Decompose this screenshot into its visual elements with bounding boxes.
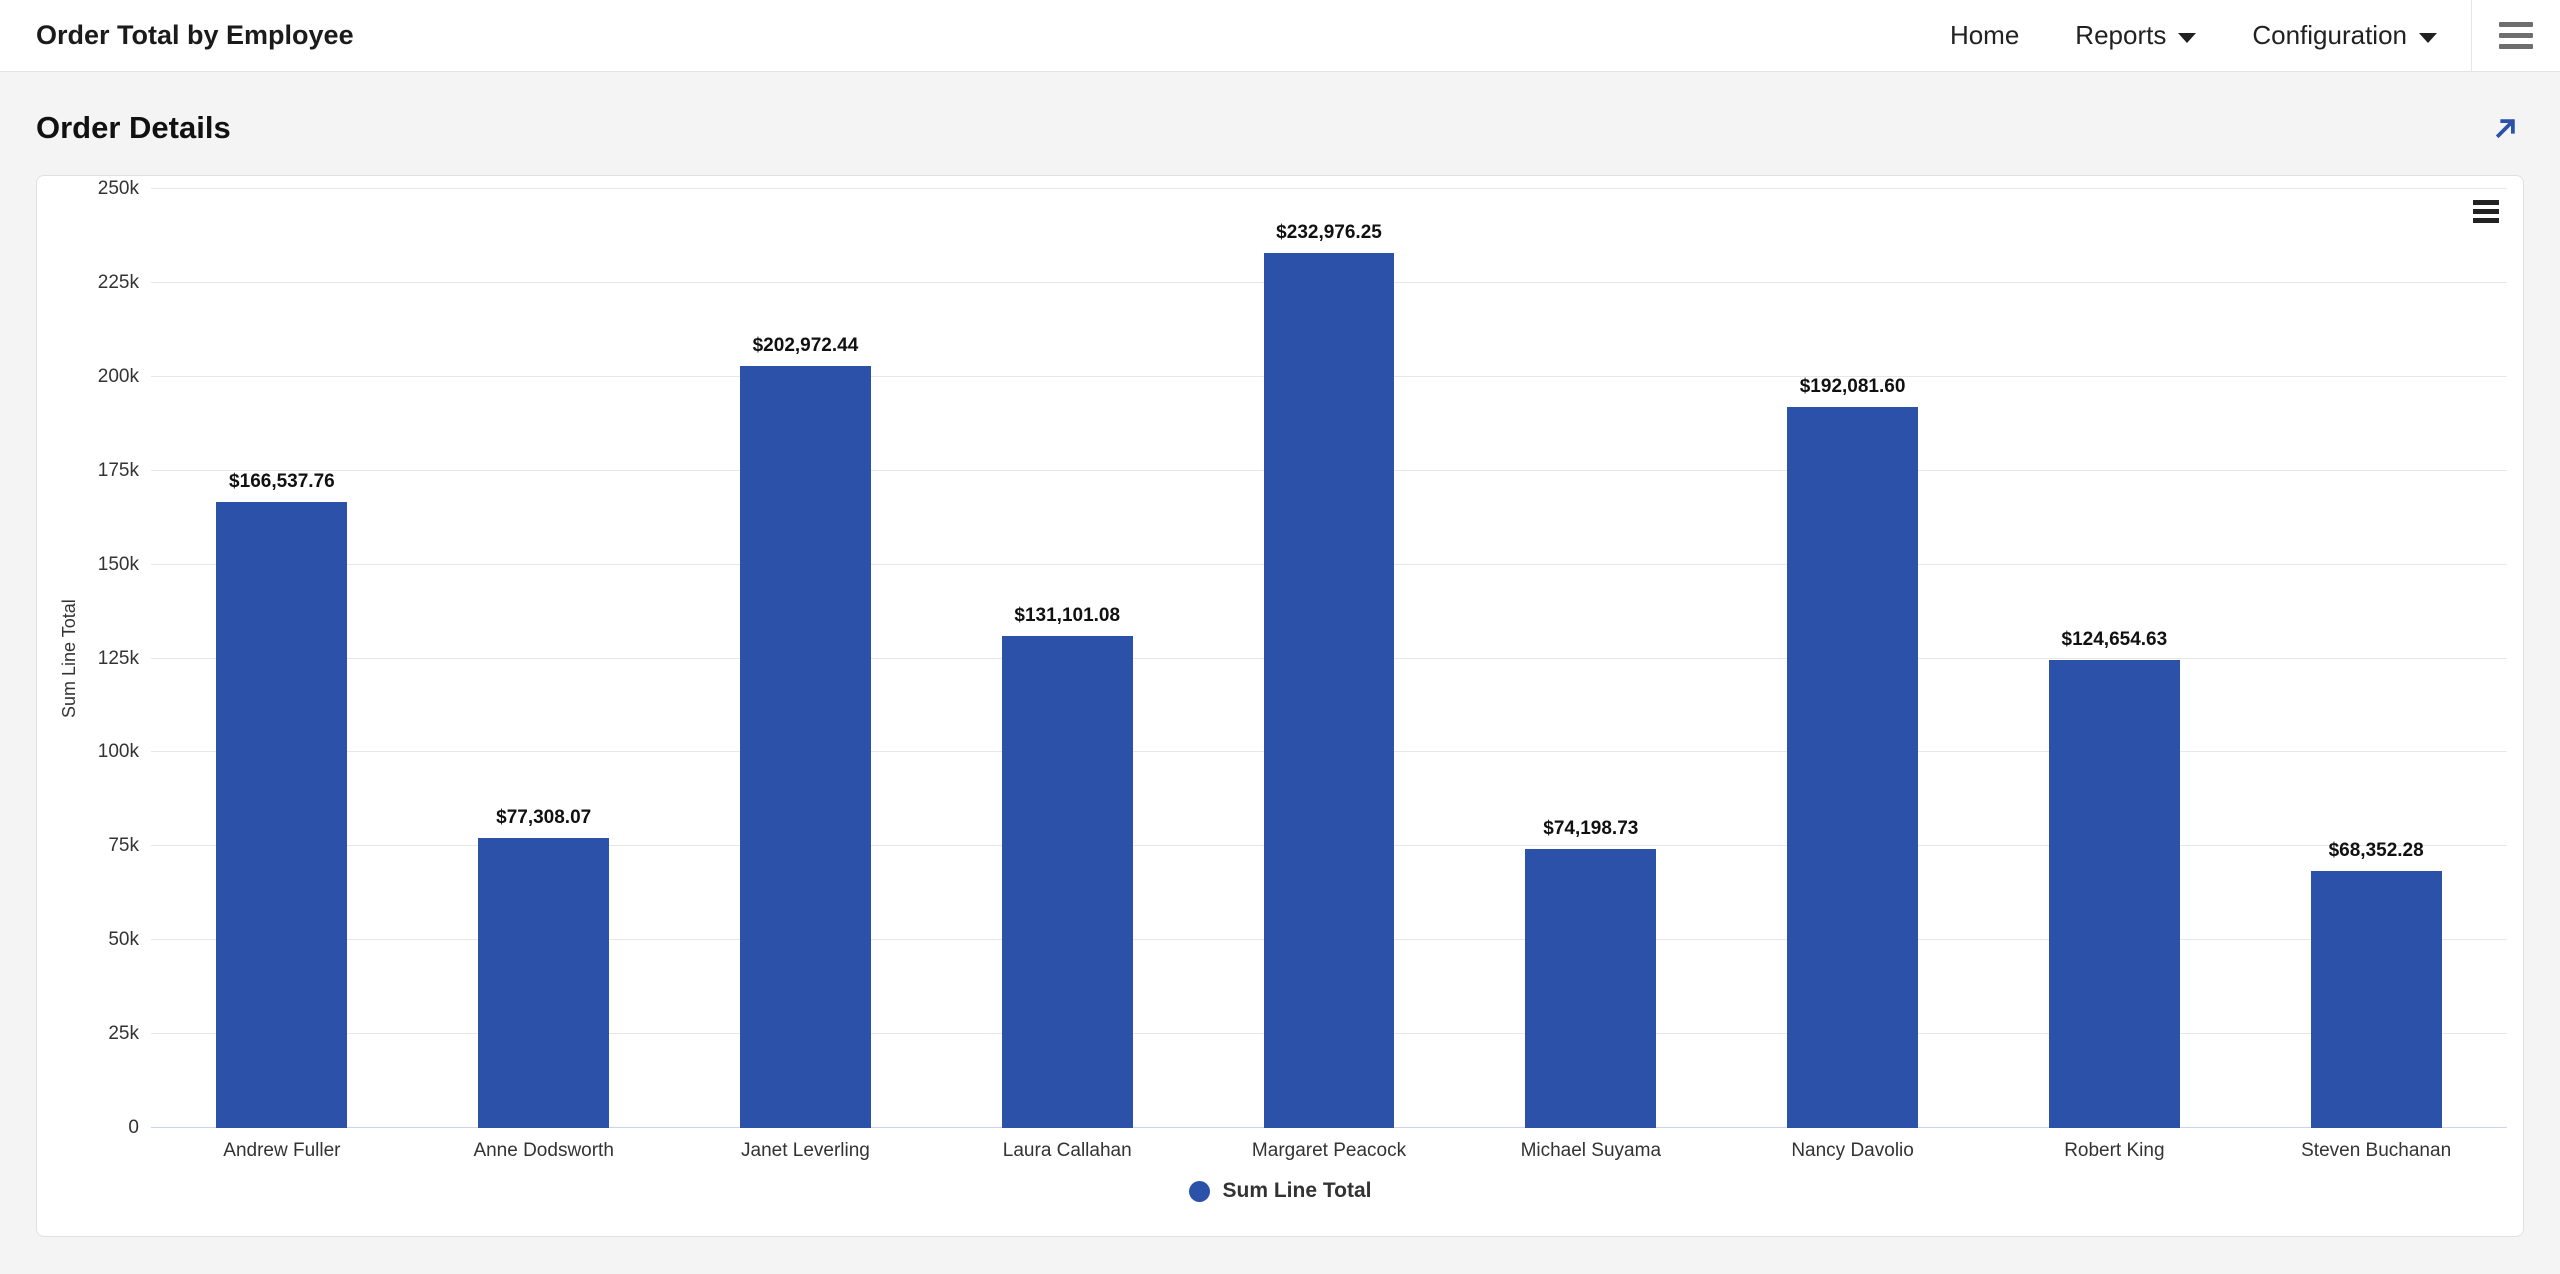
x-axis-labels: Andrew Fuller Anne Dodsworth Janet Leverli… bbox=[151, 1140, 2507, 1162]
nav-item-home[interactable]: Home bbox=[1950, 20, 2019, 51]
bar-slot: $74,198.73 bbox=[1460, 189, 1722, 1128]
x-axis-label: Anne Dodsworth bbox=[473, 1140, 614, 1161]
chart-card: Sum Line Total 0 25k 50k 75k 100k 125k 150k 175… bbox=[36, 175, 2524, 1237]
section-header: Order Details bbox=[36, 104, 2524, 152]
chart-plot-area: 0 25k 50k 75k 100k 125k 150k 175k 200k 225k 250k $… bbox=[98, 178, 2507, 1138]
y-tick-label: 200k bbox=[97, 365, 139, 387]
bar-margaret-peacock[interactable] bbox=[1263, 252, 1395, 1128]
bar-laura-callahan[interactable] bbox=[1001, 635, 1133, 1128]
legend-marker-icon bbox=[1188, 1180, 1210, 1202]
y-tick-label: 75k bbox=[108, 835, 139, 857]
bar-anne-dodsworth[interactable] bbox=[478, 837, 610, 1128]
y-axis-title: Sum Line Total bbox=[59, 599, 79, 718]
bar-slot: $166,537.76 bbox=[151, 189, 413, 1128]
nav-item-label: Configuration bbox=[2252, 20, 2407, 50]
nav-links: Home Reports Configuration bbox=[1950, 20, 2437, 51]
bar-janet-leverling[interactable] bbox=[740, 365, 871, 1128]
bar-slot: $202,972.44 bbox=[675, 189, 937, 1128]
x-axis-label: Michael Suyama bbox=[1520, 1140, 1662, 1161]
y-tick-label: 175k bbox=[97, 459, 139, 481]
x-axis-label: Laura Callahan bbox=[1002, 1140, 1132, 1161]
bar-value-label: $166,537.76 bbox=[229, 471, 335, 493]
x-axis-label: Robert King bbox=[2064, 1140, 2165, 1161]
bar-value-label: $124,654.63 bbox=[2061, 628, 2168, 650]
app-title: Order Total by Employee bbox=[36, 20, 354, 50]
chart-context-menu-icon[interactable] bbox=[2469, 196, 2503, 227]
bar-value-label: $68,352.28 bbox=[2328, 840, 2424, 862]
y-tick-label: 0 bbox=[128, 1117, 139, 1138]
bar-slot: $192,081.60 bbox=[1722, 189, 1984, 1128]
bar-steven-buchanan[interactable] bbox=[2310, 871, 2442, 1128]
navbar-divider bbox=[2471, 0, 2472, 71]
expand-report-button[interactable] bbox=[2488, 110, 2524, 146]
y-tick-label: 225k bbox=[97, 271, 139, 293]
bar-slot: $131,101.08 bbox=[936, 189, 1198, 1128]
external-link-arrow-icon bbox=[2495, 119, 2515, 139]
bar-michael-suyama[interactable] bbox=[1525, 849, 1657, 1128]
bar-value-label: $77,308.07 bbox=[496, 806, 592, 828]
chart-legend[interactable]: Sum Line Total bbox=[37, 1179, 2523, 1203]
chevron-down-icon bbox=[2178, 32, 2197, 43]
bar-slot: $77,308.07 bbox=[413, 189, 675, 1128]
nav-item-label: Home bbox=[1949, 20, 2020, 50]
y-tick-label: 250k bbox=[97, 178, 139, 199]
bar-slot: $232,976.25 bbox=[1198, 189, 1460, 1128]
hamburger-menu-icon[interactable] bbox=[2472, 0, 2560, 71]
x-axis-label: Steven Buchanan bbox=[2301, 1140, 2452, 1161]
chevron-down-icon bbox=[2419, 32, 2437, 43]
page-body: Order Details Sum Line Total 0 25k 50k 75k 1… bbox=[0, 104, 2560, 1237]
y-tick-label: 150k bbox=[97, 553, 139, 575]
y-tick-label: 125k bbox=[97, 647, 139, 669]
x-axis-label: Andrew Fuller bbox=[223, 1140, 341, 1161]
bar-nancy-davolio[interactable] bbox=[1787, 406, 1919, 1128]
bar-value-label: $131,101.08 bbox=[1014, 604, 1121, 626]
bar-value-label: $74,198.73 bbox=[1543, 818, 1639, 840]
nav-item-configuration[interactable]: Configuration bbox=[2252, 20, 2437, 51]
bar-value-label: $232,976.25 bbox=[1276, 221, 1382, 243]
nav-item-reports[interactable]: Reports bbox=[2075, 20, 2197, 51]
x-axis-label: Margaret Peacock bbox=[1251, 1140, 1407, 1161]
y-tick-label: 25k bbox=[108, 1023, 139, 1045]
gridline bbox=[151, 188, 2507, 189]
bar-value-label: $202,972.44 bbox=[752, 334, 859, 356]
nav-item-label: Reports bbox=[2075, 20, 2167, 50]
x-axis-label: Nancy Davolio bbox=[1791, 1140, 1914, 1161]
y-tick-label: 50k bbox=[108, 929, 139, 951]
y-tick-label: 100k bbox=[97, 741, 139, 763]
top-navbar: Order Total by Employee Home Reports Confi… bbox=[0, 0, 2560, 72]
page-title: Order Details bbox=[36, 110, 231, 145]
legend-label: Sum Line Total bbox=[1222, 1179, 1372, 1202]
x-axis-label: Janet Leverling bbox=[741, 1140, 870, 1161]
bars-layer: $166,537.76 $77,308.07 $202,972.44 $131,101… bbox=[151, 189, 2507, 1128]
bar-andrew-fuller[interactable] bbox=[216, 502, 348, 1128]
navbar-right: Home Reports Configuration bbox=[1950, 0, 2560, 71]
bar-slot: $68,352.28 bbox=[2245, 189, 2507, 1128]
bar-robert-king[interactable] bbox=[2048, 659, 2180, 1128]
bar-value-label: $192,081.60 bbox=[1799, 375, 1906, 397]
bar-slot: $124,654.63 bbox=[1983, 189, 2245, 1128]
